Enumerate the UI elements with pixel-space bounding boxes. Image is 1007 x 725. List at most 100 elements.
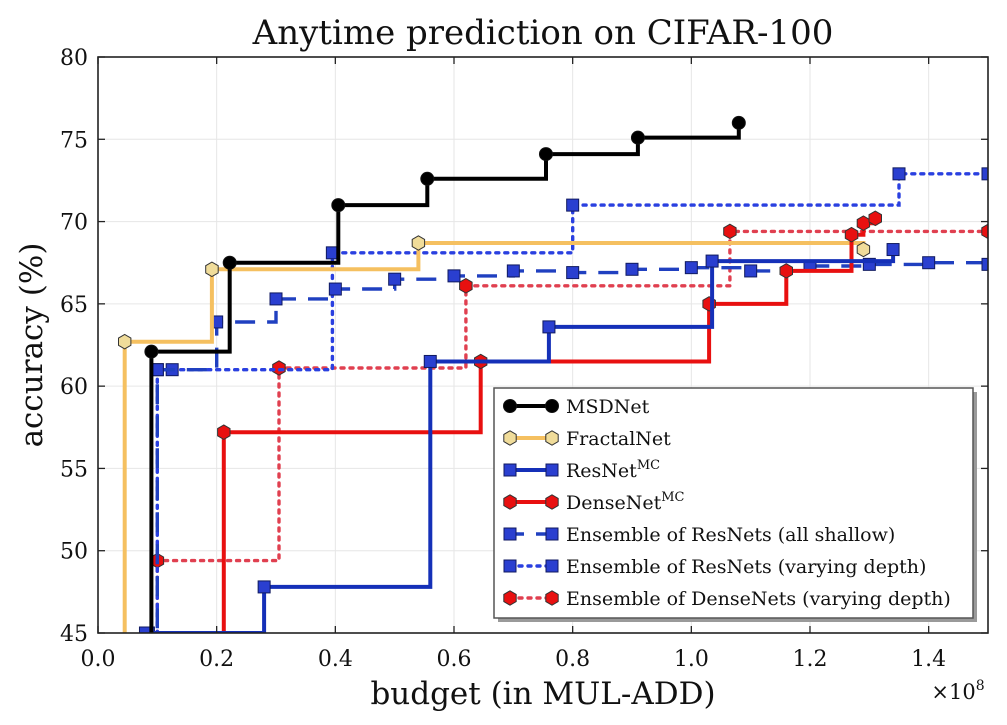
data-point [566, 266, 580, 280]
data-point [217, 424, 231, 440]
series-resnet-mc [138, 243, 900, 633]
legend-swatch-marker [503, 559, 517, 573]
legend-label: Ensemble of ResNets (all shallow) [566, 524, 895, 546]
data-point [731, 115, 746, 130]
data-point [257, 580, 271, 594]
data-point [886, 243, 900, 257]
x-axis-multiplier-exponent: 8 [976, 678, 985, 694]
data-point [222, 255, 237, 270]
legend-label-main: DenseNet [566, 492, 662, 514]
data-point [630, 130, 645, 145]
series-ensemble-of-densenets-varying-depth [150, 223, 988, 633]
data-point [328, 282, 342, 296]
data-point [684, 261, 698, 275]
chart-title: Anytime prediction on CIFAR-100 [252, 13, 834, 53]
legend-label-main: Ensemble of ResNets (varying depth) [566, 556, 926, 578]
x-tick-label: 0.4 [318, 647, 353, 672]
data-point [542, 320, 556, 334]
data-point [144, 344, 159, 359]
axis-ticks: 0.0 0.2 0.4 0.6 0.8 1.0 1.2 1.4 45 50 55 60 65 70 75 80 [60, 46, 988, 672]
legend-label: FractalNet [566, 428, 671, 450]
legend-swatch-marker [545, 463, 559, 477]
data-point [856, 241, 871, 258]
x-axis-multiplier: ×108 [931, 678, 984, 704]
x-tick-label: 0.8 [555, 647, 590, 672]
legend-item-resnet-mc: ResNetMC [503, 458, 660, 482]
y-tick-label: 50 [60, 540, 88, 565]
data-point [459, 278, 473, 294]
x-tick-label: 0.2 [199, 647, 234, 672]
y-tick-label: 75 [60, 128, 88, 153]
legend-item-ensemble-of-resnets-varying-depth: Ensemble of ResNets (varying depth) [503, 556, 926, 578]
x-tick-label: 0.6 [437, 647, 472, 672]
legend: MSDNetFractalNetResNetMCDenseNetMCEnsemb… [493, 387, 977, 622]
data-point [269, 292, 283, 306]
data-point [922, 256, 936, 270]
data-point [388, 272, 402, 286]
legend-swatch-marker [545, 590, 559, 606]
legend-swatch-marker [503, 590, 517, 606]
legend-swatch-marker [503, 399, 517, 413]
data-point [723, 223, 737, 240]
data-point [844, 226, 859, 243]
legend-item-fractalnet: FractalNet [503, 428, 671, 450]
data-point [744, 264, 758, 278]
y-tick-label: 60 [60, 375, 88, 400]
legend-label-main: FractalNet [566, 428, 671, 450]
legend-label-main: ResNet [566, 460, 637, 482]
legend-swatch-marker [503, 463, 517, 477]
legend-label-main: Ensemble of DenseNets (varying depth) [566, 588, 951, 610]
x-tick-label: 1.4 [911, 647, 946, 672]
data-point [868, 210, 882, 227]
legend-swatch-marker [503, 430, 517, 446]
legend-label-superscript: MC [661, 490, 684, 505]
y-tick-label: 65 [60, 293, 88, 318]
data-point [856, 215, 871, 231]
series-line [146, 261, 988, 633]
legend-item-ensemble-of-densenets-varying-depth: Ensemble of DenseNets (varying depth) [503, 588, 951, 610]
legend-swatch-marker [503, 494, 517, 510]
legend-swatch-marker [545, 494, 559, 510]
y-tick-label: 80 [60, 46, 88, 71]
data-point [981, 167, 988, 181]
data-point [118, 333, 132, 350]
legend-item-densenet-mc: DenseNetMC [503, 490, 685, 514]
data-point [538, 147, 553, 162]
legend-label-main: Ensemble of ResNets (all shallow) [566, 524, 895, 546]
legend-swatch-marker [545, 430, 559, 446]
legend-label: MSDNet [566, 396, 650, 418]
data-point [138, 626, 152, 633]
x-tick-label: 1.0 [674, 647, 709, 672]
legend-swatch-marker [545, 559, 559, 573]
y-tick-label: 45 [60, 622, 88, 647]
data-point [272, 360, 286, 376]
data-point [506, 264, 520, 278]
legend-label: ResNetMC [566, 458, 660, 482]
data-point [411, 235, 426, 251]
plot-frame [97, 56, 989, 634]
data-point [205, 261, 219, 278]
legend-item-ensemble-of-resnets-all-shallow: Ensemble of ResNets (all shallow) [503, 524, 895, 546]
series-msdnet [144, 115, 746, 633]
data-point [705, 254, 719, 268]
series-line [122, 241, 866, 633]
x-tick-label: 1.2 [793, 647, 828, 672]
legend-item-msdnet: MSDNet [503, 396, 650, 418]
data-point [981, 223, 988, 240]
legend-label-main: MSDNet [566, 396, 650, 418]
legend-swatch-marker [503, 527, 517, 541]
legend-label: DenseNetMC [566, 490, 685, 514]
data-point [420, 171, 435, 186]
series-fractalnet [118, 235, 871, 633]
data-point [892, 167, 906, 181]
series-layer [118, 115, 988, 633]
data-point [423, 354, 437, 368]
series-line [143, 249, 896, 633]
x-axis-multiplier-base: ×10 [931, 680, 975, 704]
legend-label: Ensemble of ResNets (varying depth) [566, 556, 926, 578]
legend-box [493, 387, 974, 619]
data-point [331, 198, 346, 213]
series-line [155, 229, 988, 633]
y-axis-label: accuracy (%) [14, 243, 50, 448]
